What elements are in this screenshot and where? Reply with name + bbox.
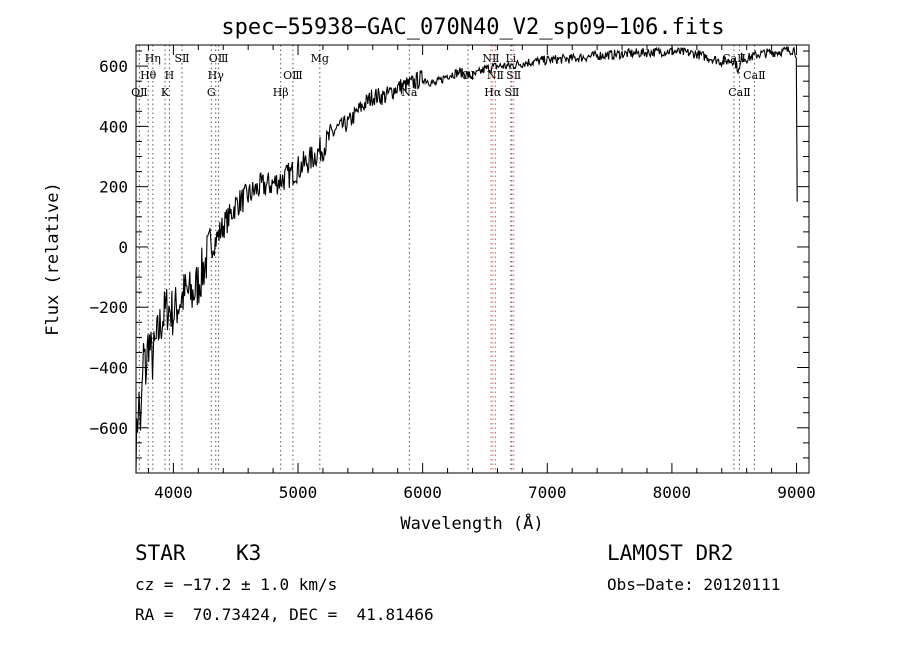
- x-tick-label: 9000: [777, 483, 816, 502]
- line-marker-label: Hη: [145, 52, 161, 65]
- line-marker-label: SⅡ: [504, 86, 519, 99]
- y-axis-label: Flux (relative): [43, 182, 63, 336]
- x-tick-label: 5000: [279, 483, 318, 502]
- x-tick-label: 8000: [653, 483, 692, 502]
- y-tick-label: −200: [89, 298, 128, 317]
- survey-name: LAMOST DR2: [607, 541, 734, 565]
- line-marker-label: OⅢ: [209, 52, 229, 65]
- chart-title: spec−55938−GAC_070N40_V2_sp09−106.fits: [221, 15, 724, 40]
- line-marker-label: K: [161, 86, 170, 99]
- y-tick-label: −400: [89, 359, 128, 378]
- line-marker-label: Hβ: [273, 86, 289, 99]
- plot-frame: [135, 44, 810, 474]
- spectrum-line: [135, 45, 798, 474]
- line-marker-label: H: [165, 69, 175, 82]
- obs-date: Obs−Date: 20120111: [607, 575, 781, 594]
- line-marker-label: Mg: [311, 52, 329, 65]
- y-tick-label: 400: [99, 117, 128, 136]
- y-tick-label: 0: [118, 238, 128, 257]
- line-marker-label: OⅡ: [131, 86, 148, 99]
- subclass: K3: [236, 541, 262, 565]
- y-tick-label: 600: [99, 57, 128, 76]
- y-tick-label: 200: [99, 178, 128, 197]
- y-tick-label: −600: [89, 419, 128, 438]
- axis-ticks: 4000 5000 6000 7000 8000 9000 −600 −400 −200 0 200…: [89, 45, 816, 502]
- line-marker-label: Hθ: [140, 69, 157, 82]
- line-marker-label: SⅡ: [174, 52, 189, 65]
- x-tick-label: 6000: [403, 483, 442, 502]
- x-tick-label: 7000: [528, 483, 567, 502]
- line-marker-label: CaⅡ: [728, 86, 750, 99]
- x-axis-label: Wavelength (Å): [400, 512, 543, 534]
- line-marker-label: SⅡ: [506, 69, 521, 82]
- line-marker-label: Hγ: [208, 69, 225, 82]
- line-marker-label: NⅡ: [482, 52, 499, 65]
- coordinates: RA = 70.73424, DEC = 41.81466: [135, 605, 434, 624]
- line-marker-label: Hα: [484, 86, 502, 99]
- line-marker-label: G: [207, 86, 216, 99]
- x-tick-label: 4000: [154, 483, 193, 502]
- line-marker-label: Li: [505, 52, 516, 65]
- velocity: cz = −17.2 ± 1.0 km/s: [135, 575, 338, 594]
- line-marker-label: CaⅡ: [743, 69, 765, 82]
- object-class: STAR: [135, 541, 186, 565]
- line-marker-label: OⅢ: [283, 69, 303, 82]
